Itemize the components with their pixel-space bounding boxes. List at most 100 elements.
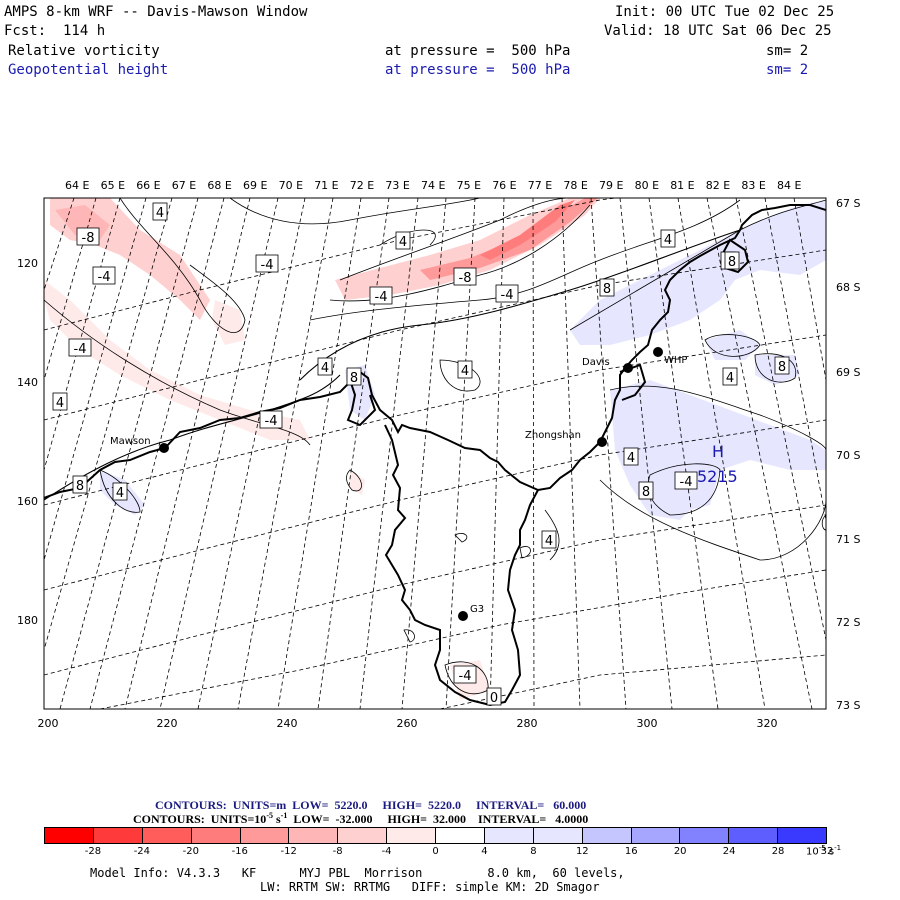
color-bar-swatch [190, 828, 240, 843]
lon-label: 64 E [65, 179, 89, 192]
units-exp: -5 [818, 844, 826, 852]
contour-label-box [72, 475, 88, 494]
contour-label-text: -4 [74, 342, 87, 357]
color-bar-label: -28 [84, 846, 102, 857]
contour-label: 8 [774, 356, 790, 375]
y-tick-label: 140 [17, 376, 38, 389]
negative-vorticity-shading [44, 198, 600, 700]
contour-label-box [495, 284, 519, 303]
contour-label: 4 [112, 482, 128, 501]
lon-label: 75 E [457, 179, 481, 192]
contour-label: 4 [317, 357, 333, 376]
lat-label: 73 S [836, 699, 860, 712]
color-bar-label: 4 [481, 846, 488, 857]
contour-label-text: 4 [461, 364, 469, 379]
contour-label-box [346, 367, 362, 386]
x-tick-label: 280 [517, 717, 538, 730]
lon-label: 73 E [385, 179, 409, 192]
contour-label-text: -4 [680, 475, 693, 490]
init-time: Init: 00 UTC Tue 02 Dec 25 [615, 4, 835, 20]
contour-label-text: -8 [459, 271, 472, 286]
contour-label-text: 8 [76, 479, 84, 494]
coastline [44, 204, 826, 707]
contour-label-box [722, 367, 738, 386]
color-bar-swatch [777, 828, 826, 843]
lon-label: 80 E [635, 179, 659, 192]
longitude-labels: 64 E 65 E 66 E 67 E 68 E 69 E 70 E 71 E 72 E 73 E… [65, 179, 801, 192]
contour-label-text: 4 [627, 451, 635, 466]
station-g3-label: G3 [470, 604, 484, 615]
contour-label: 4 [152, 202, 168, 221]
lat-label: 68 S [836, 281, 860, 294]
contour-label-box [76, 227, 100, 246]
color-bar-swatch [728, 828, 778, 843]
contour-label-box [599, 278, 615, 297]
lon-label: 77 E [528, 179, 552, 192]
high-value: 5215 [697, 467, 738, 486]
contour-label: 4 [660, 229, 676, 248]
lon-label: 66 E [136, 179, 160, 192]
contour-label-box [453, 665, 477, 684]
valid-time: Valid: 18 UTC Sat 06 Dec 25 [604, 23, 832, 39]
contour-label-box [369, 286, 393, 305]
y-tick-label: 160 [17, 495, 38, 508]
contour-label-text: 8 [642, 485, 650, 500]
color-bar-label: -4 [381, 846, 392, 857]
field2-smoothing: sm= 2 [766, 62, 809, 78]
color-bar-label: -20 [182, 846, 199, 857]
lon-label: 72 E [350, 179, 374, 192]
contour-label: -4 [259, 410, 283, 429]
contour-label-text: -4 [459, 669, 472, 684]
physics-info: LW: RRTM SW: RRTMG DIFF: simple KM: 2D S… [260, 880, 600, 894]
contour-label-box [660, 229, 676, 248]
color-bar-swatch [532, 828, 582, 843]
contours-vorticity-units: CONTOURS: UNITS=10 [133, 812, 267, 826]
contour-label: -4 [495, 284, 519, 303]
contour-label-box [623, 447, 639, 466]
lat-label: 67 S [836, 197, 860, 210]
color-bar-swatch [92, 828, 142, 843]
contours-vorticity-range: LOW= -32.000 HIGH= 32.000 INTERVAL= 4.00… [287, 812, 589, 826]
field2-level: at pressure = 500 hPa [385, 62, 571, 78]
lon-label: 84 E [777, 179, 801, 192]
contour-label-text: 8 [728, 255, 736, 270]
lon-label: 76 E [492, 179, 516, 192]
contour-label-box [638, 481, 654, 500]
contour-label: 8 [638, 481, 654, 500]
lat-label: 71 S [836, 533, 860, 546]
color-bar-swatch [45, 828, 93, 843]
contour-label: -4 [255, 254, 279, 273]
graticule [44, 198, 826, 709]
contour-label: 4 [457, 360, 473, 379]
contour-label-text: 4 [399, 235, 407, 250]
color-bar-swatch [435, 828, 484, 843]
field1-name: Relative vorticity [8, 43, 160, 59]
contour-label: 4 [52, 392, 68, 411]
lon-label: 69 E [243, 179, 267, 192]
contour-label-box [774, 356, 790, 375]
field1-level: at pressure = 500 hPa [385, 43, 571, 59]
contour-label-box [457, 360, 473, 379]
station-zhongshan-dot [597, 437, 607, 447]
contour-label-text: 8 [350, 371, 358, 386]
contour-label: -4 [68, 338, 92, 357]
contour-label-text: 0 [490, 691, 498, 706]
color-bar-swatch [630, 828, 680, 843]
x-tick-label: 220 [157, 717, 178, 730]
color-bar-swatch [483, 828, 533, 843]
contour-label-box [152, 202, 168, 221]
x-tick-labels: 200 220 240 260 280 300 320 [38, 717, 778, 730]
color-bar-label: 12 [575, 846, 589, 857]
color-bar-label: 28 [771, 846, 785, 857]
color-bar-label: -12 [280, 846, 297, 857]
contour-label: -8 [76, 227, 100, 246]
map-frame [43, 197, 827, 710]
contours-vorticity-info: CONTOURS: UNITS=10-5 s-1 LOW= -32.000 HI… [133, 811, 588, 827]
contour-label-text: 4 [156, 206, 164, 221]
station-davis-dot [623, 363, 633, 373]
contour-label-box [255, 254, 279, 273]
color-bar-label: 20 [673, 846, 687, 857]
contour-label-box [674, 471, 698, 490]
contours-vorticity-exp: -5 [266, 811, 273, 820]
